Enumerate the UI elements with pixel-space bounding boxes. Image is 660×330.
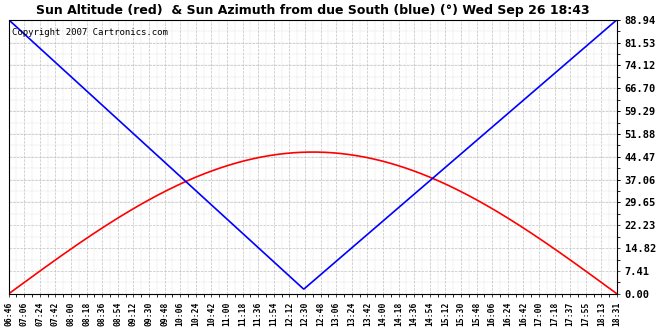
Title: Sun Altitude (red)  & Sun Azimuth from due South (blue) (°) Wed Sep 26 18:43: Sun Altitude (red) & Sun Azimuth from du… <box>36 4 589 17</box>
Text: Copyright 2007 Cartronics.com: Copyright 2007 Cartronics.com <box>12 28 168 37</box>
